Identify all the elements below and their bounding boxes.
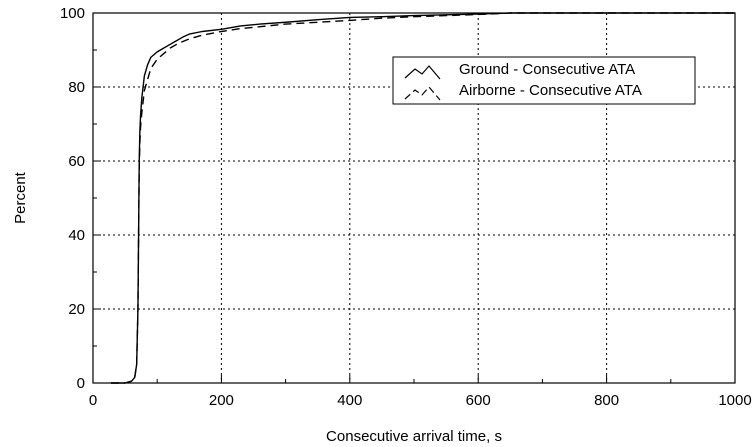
legend-line-airborne <box>404 86 441 101</box>
legend-box <box>392 56 696 105</box>
y-tick-label: 80 <box>68 79 85 96</box>
x-tick-label: 0 <box>89 392 97 409</box>
y-axis-title: Percent <box>12 171 29 224</box>
y-tick-label: 40 <box>68 227 85 244</box>
legend-line-ground <box>404 65 441 80</box>
y-tick-label: 20 <box>68 301 85 318</box>
series-line-airborne <box>110 12 735 384</box>
axis-ticks <box>92 12 736 384</box>
y-tick-label: 60 <box>68 153 85 170</box>
x-tick-label: 400 <box>337 392 362 409</box>
x-tick-label: 1000 <box>718 392 751 409</box>
legend: Ground - Consecutive ATA Airborne - Cons… <box>392 56 696 105</box>
y-tick-label: 100 <box>60 5 85 22</box>
x-tick-label: 800 <box>594 392 619 409</box>
series-line-ground <box>110 12 735 384</box>
legend-label-ground: Ground - Consecutive ATA <box>459 61 635 78</box>
tick-labels: 0 200 400 600 800 1000 0 20 40 60 80 100 <box>60 5 752 409</box>
legend-label-airborne: Airborne - Consecutive ATA <box>459 82 642 99</box>
x-tick-label: 200 <box>209 392 234 409</box>
x-axis-title: Consecutive arrival time, s <box>326 428 502 445</box>
x-tick-label: 600 <box>466 392 491 409</box>
y-tick-label: 0 <box>77 375 85 392</box>
series-layer <box>110 12 735 384</box>
